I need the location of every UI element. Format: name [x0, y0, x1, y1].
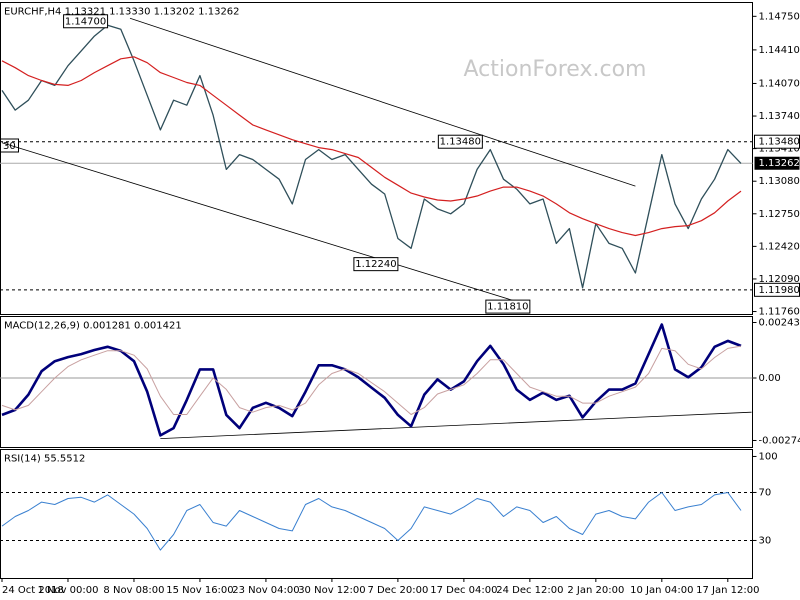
y-tick-label: 1.12420	[759, 241, 800, 252]
panel-title: MACD(12,26,9) 0.001281 0.001421	[4, 321, 182, 332]
x-tick-label: 24 Dec 12:00	[496, 585, 563, 596]
x-tick-label: 15 Nov 16:00	[166, 585, 233, 596]
last-price-box	[754, 156, 800, 170]
y-tick-label: 1.13740	[759, 111, 800, 122]
y-tick-label: 1.14070	[759, 78, 800, 89]
last-price-label: 1.13262	[759, 158, 800, 169]
x-tick-label: 7 Dec 20:00	[367, 585, 428, 596]
annotation-label: 1.13480	[440, 137, 481, 148]
x-tick-label: 24 Oct 2018	[2, 585, 64, 596]
x-tick-label: 10 Jan 04:00	[630, 585, 693, 596]
y-tick-label: 1.12750	[759, 209, 800, 220]
y-tick-label: 1.13410	[759, 144, 800, 155]
x-tick-label: 30 Nov 12:00	[298, 585, 365, 596]
y-tick-label: 100	[759, 451, 778, 462]
edge-label: 30	[3, 141, 16, 152]
trendline	[1, 142, 530, 306]
annotation-box	[485, 299, 531, 314]
annotation-label: 1.14700	[65, 16, 106, 27]
y-tick-label: 30	[759, 535, 772, 546]
x-tick-label: 17 Dec 04:00	[430, 585, 497, 596]
panel-title: RSI(14) 55.5512	[4, 454, 85, 465]
x-tick-label: 1 Nov 00:00	[37, 585, 98, 596]
rsi-panel	[0, 449, 753, 579]
annotation-label: 1.12240	[355, 259, 396, 270]
series-line	[1, 323, 742, 437]
level-label: 1.11980	[759, 285, 800, 296]
trendline	[129, 17, 636, 187]
x-tick-label: 2 Jan 20:00	[567, 585, 624, 596]
edge-label-box	[0, 138, 19, 153]
annotation-box	[63, 14, 109, 29]
y-tick-label: 1.14750	[759, 11, 800, 22]
level-label: 1.13480	[759, 137, 800, 148]
panel-title: EURCHF,H4 1.13321 1.13330 1.13202 1.1326…	[4, 7, 240, 18]
annotation-box	[353, 257, 399, 272]
y-tick-label: -0.002742	[759, 435, 800, 446]
y-tick-label: 0.002436	[759, 318, 800, 329]
y-tick-label: 1.13080	[759, 176, 800, 187]
watermark: ActionForex.com	[464, 57, 647, 82]
y-tick-label: 0.00	[759, 373, 781, 384]
series-line	[1, 492, 742, 551]
x-tick-label: 17 Jan 12:00	[696, 585, 759, 596]
series-line	[1, 24, 742, 289]
price-panel	[0, 2, 753, 315]
y-tick-label: 1.11760	[759, 307, 800, 318]
annotation-label: 1.11810	[487, 302, 528, 313]
x-tick-label: 8 Nov 08:00	[103, 585, 164, 596]
series-line	[1, 345, 742, 415]
x-tick-label: 23 Nov 04:00	[232, 585, 299, 596]
trendline	[160, 411, 752, 440]
y-tick-label: 1.12090	[759, 274, 800, 285]
annotation-box	[437, 134, 483, 149]
y-tick-label: 70	[759, 487, 772, 498]
y-tick-label: 1.14410	[759, 45, 800, 56]
series-line	[1, 56, 742, 237]
macd-panel	[0, 316, 753, 448]
